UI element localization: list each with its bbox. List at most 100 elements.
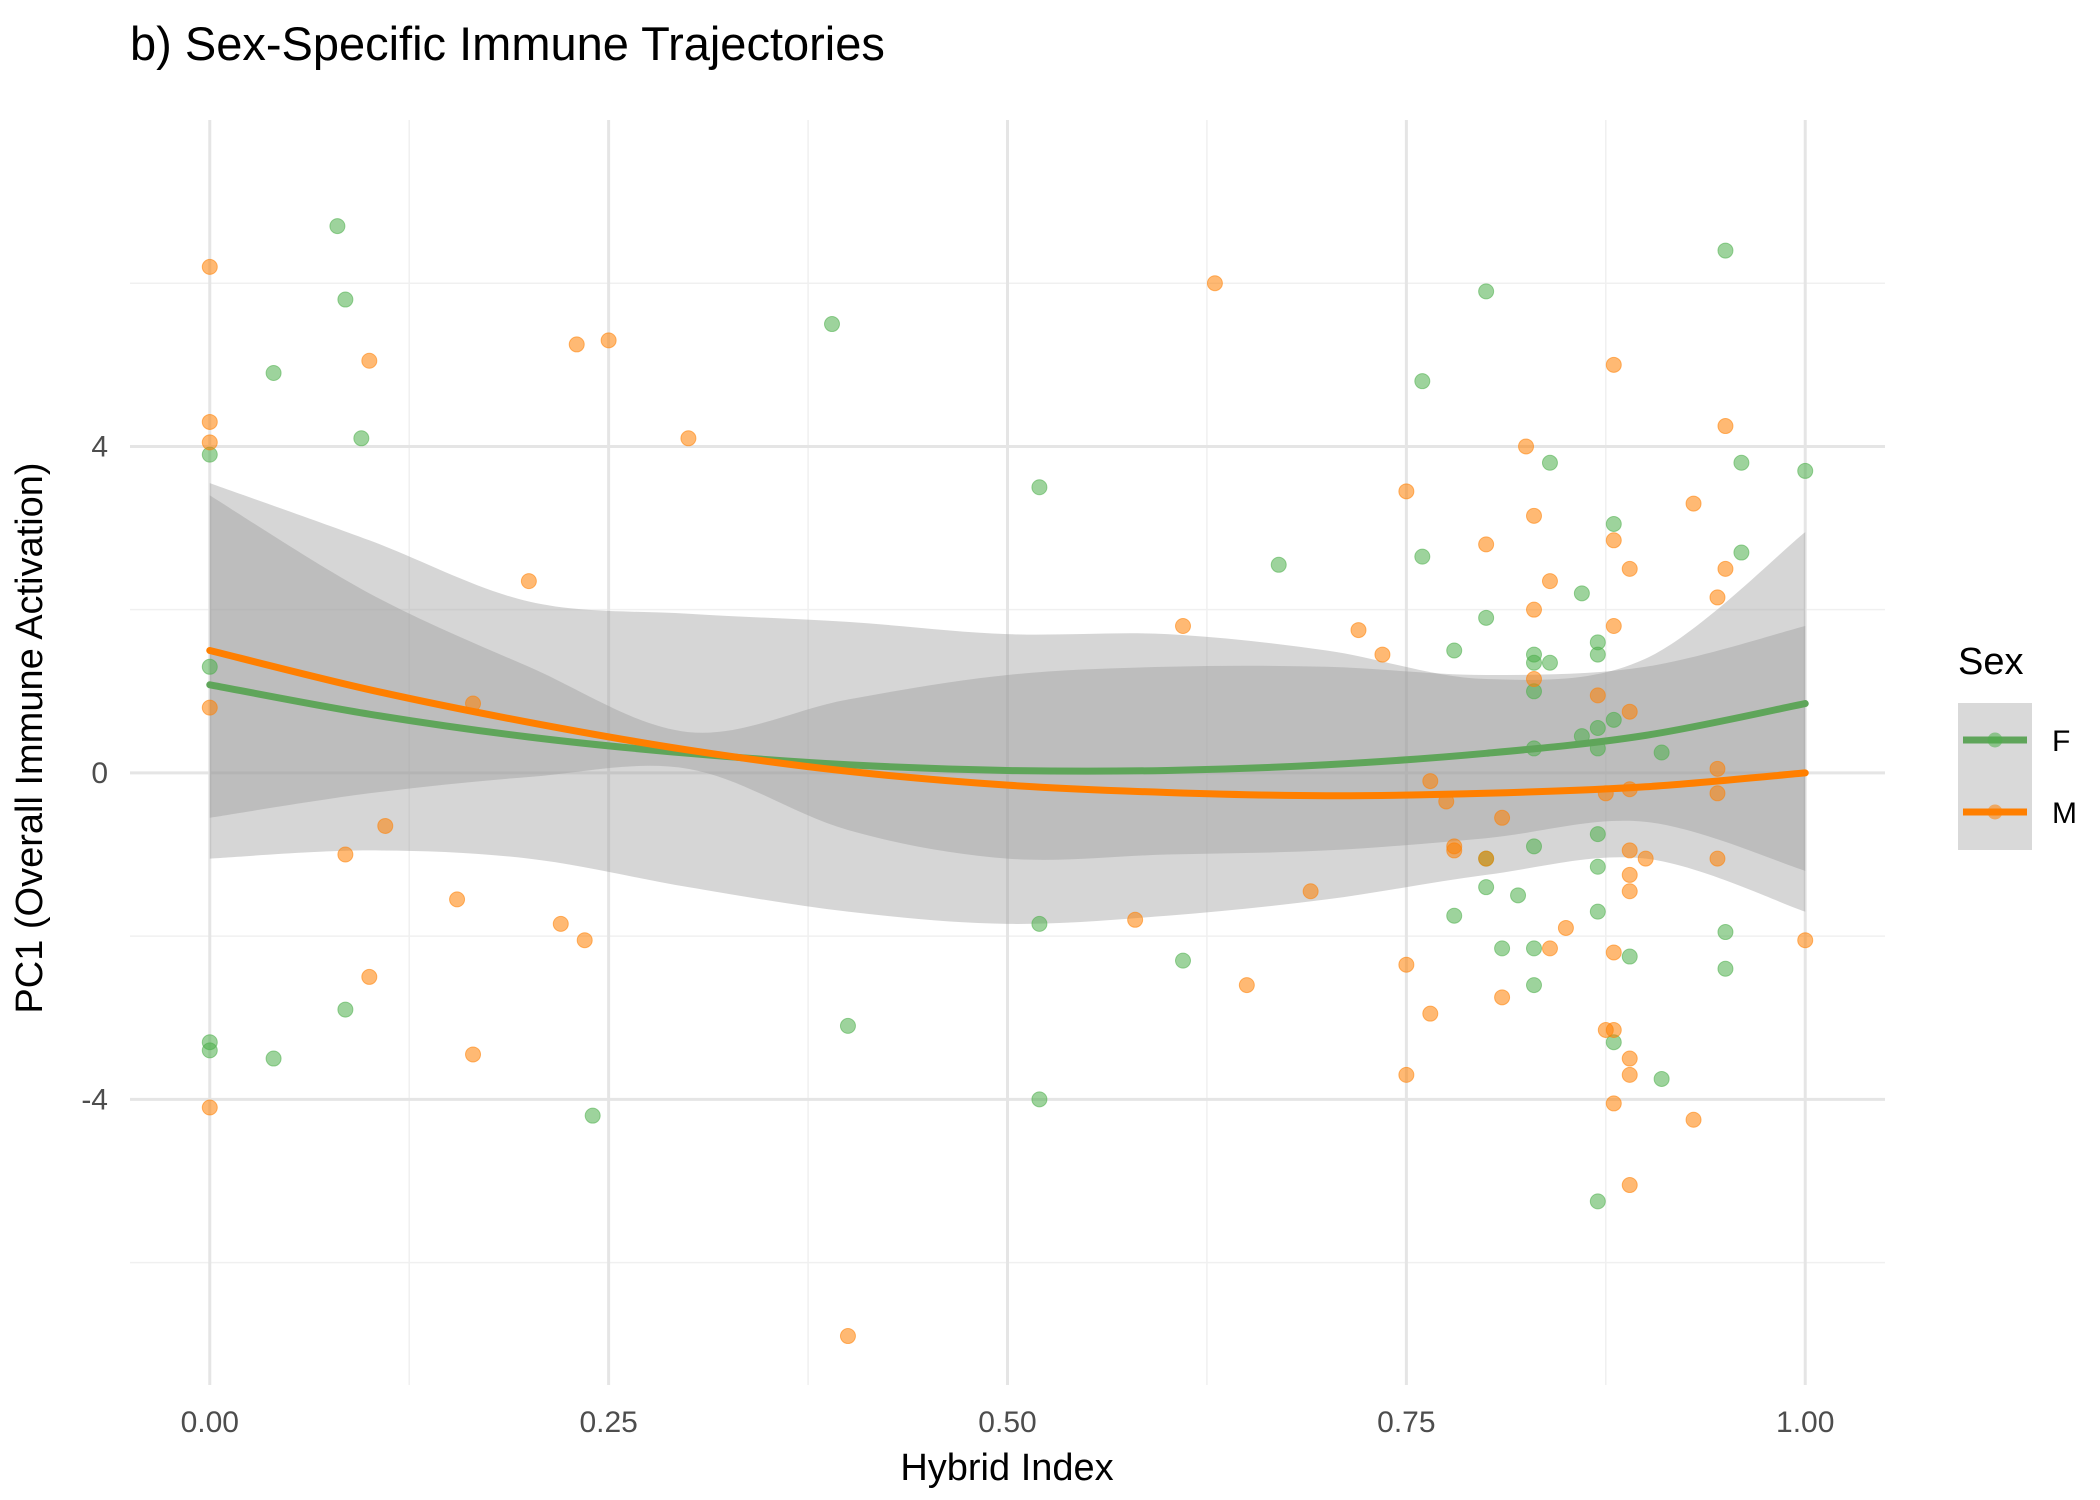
trend-lines [206,646,1809,800]
data-point-M [361,968,378,985]
x-tick-label: 0.25 [579,1406,637,1439]
data-point-M [1541,940,1558,957]
confidence-band-M [209,483,1806,924]
data-point-M [1621,1050,1638,1067]
confidence-band-F [209,495,1806,871]
y-tick-label: -4 [81,1083,108,1116]
data-point-M [600,332,617,349]
data-point-M [1605,618,1622,634]
data-point-M [361,352,378,369]
data-point-M [680,430,697,447]
legend-label-M: M [2052,797,2077,830]
legend: Sex F M [1958,641,2077,850]
data-point-M [1518,438,1535,455]
data-point-F [1478,879,1495,896]
data-point-M [1709,850,1726,867]
data-point-F [265,365,282,381]
data-point-M [520,573,537,590]
data-point-M [201,699,218,716]
data-point-F [1653,1070,1670,1087]
trend-line-F [206,681,1809,775]
data-point-M [1717,560,1734,577]
data-point-F [1270,556,1287,573]
data-point-M [201,258,218,275]
data-point-M [1709,760,1726,777]
data-point-M [1238,977,1255,994]
trend-line-M [206,646,1809,800]
data-point-M [1621,1066,1638,1083]
data-point-F [1414,548,1431,565]
data-point-M [1206,275,1223,292]
data-point-M [1127,911,1144,928]
y-tick-label: 4 [91,430,108,463]
chart-title: b) Sex-Specific Immune Trajectories [130,17,885,70]
data-point-F [1797,462,1814,479]
data-point-M [839,1328,856,1345]
x-tick-label: 0.00 [181,1406,239,1439]
legend-label-F: F [2052,725,2070,758]
data-point-F [1526,940,1542,957]
data-point-F [1031,479,1048,496]
data-point-M [377,817,394,834]
data-point-M [1621,866,1638,883]
legend-title: Sex [1958,641,2023,683]
data-point-M [449,891,466,908]
data-point-F [839,1017,856,1034]
data-point-F [1526,977,1542,994]
data-point-M [1605,1095,1622,1112]
data-point-M [1717,418,1734,435]
data-point-F [1589,720,1606,737]
data-point-M [1709,589,1726,606]
data-point-M [201,434,218,451]
x-axis-title: Hybrid Index [900,1447,1113,1489]
data-point-F [265,1050,282,1067]
data-point-M [552,915,569,932]
data-point-M [1621,1177,1638,1194]
data-point-F [1031,915,1048,932]
data-point-F [1733,544,1750,561]
data-point-F [201,1042,218,1059]
data-point-M [1621,560,1638,577]
data-point-M [1350,622,1367,639]
data-point-F [1175,952,1191,969]
data-point-F [1541,454,1558,471]
data-point-F [353,430,370,447]
data-point-F [1733,454,1750,471]
x-tick-label: 0.50 [978,1406,1036,1439]
data-point-M [1446,838,1463,855]
data-point-M [576,932,593,949]
data-point-M [1621,883,1638,900]
data-point-F [1589,858,1606,875]
data-point-M [1494,809,1511,826]
data-point-F [1573,585,1590,602]
data-point-F [1478,283,1495,300]
data-point-F [1589,903,1606,920]
data-point-M [1605,356,1622,373]
data-point-F [1414,373,1431,390]
data-point-F [824,316,840,333]
data-point-M [1685,495,1702,512]
y-axis-title: PC1 (Overall Immune Activation) [9,462,51,1013]
data-point-M [1637,850,1654,867]
data-point-M [1557,919,1574,936]
grid-lines [130,120,1885,1385]
data-point-M [1605,1021,1622,1038]
legend-key-point-F [1987,732,2003,748]
data-point-M [1526,671,1542,688]
data-point-M [337,846,354,863]
data-point-M [1605,944,1622,961]
data-point-F [1653,744,1670,761]
legend-key-point-M [1987,804,2003,820]
data-point-M [1541,573,1558,590]
data-point-M [1589,687,1606,704]
legend-key-background [1958,703,2032,850]
data-point-M [1422,773,1439,790]
data-point-M [1398,483,1415,500]
data-point-F [337,291,354,308]
data-point-M [1398,1066,1415,1083]
data-point-M [1478,536,1495,553]
data-point-F [1526,838,1542,855]
data-point-M [1478,850,1495,867]
data-point-F [1589,826,1606,843]
